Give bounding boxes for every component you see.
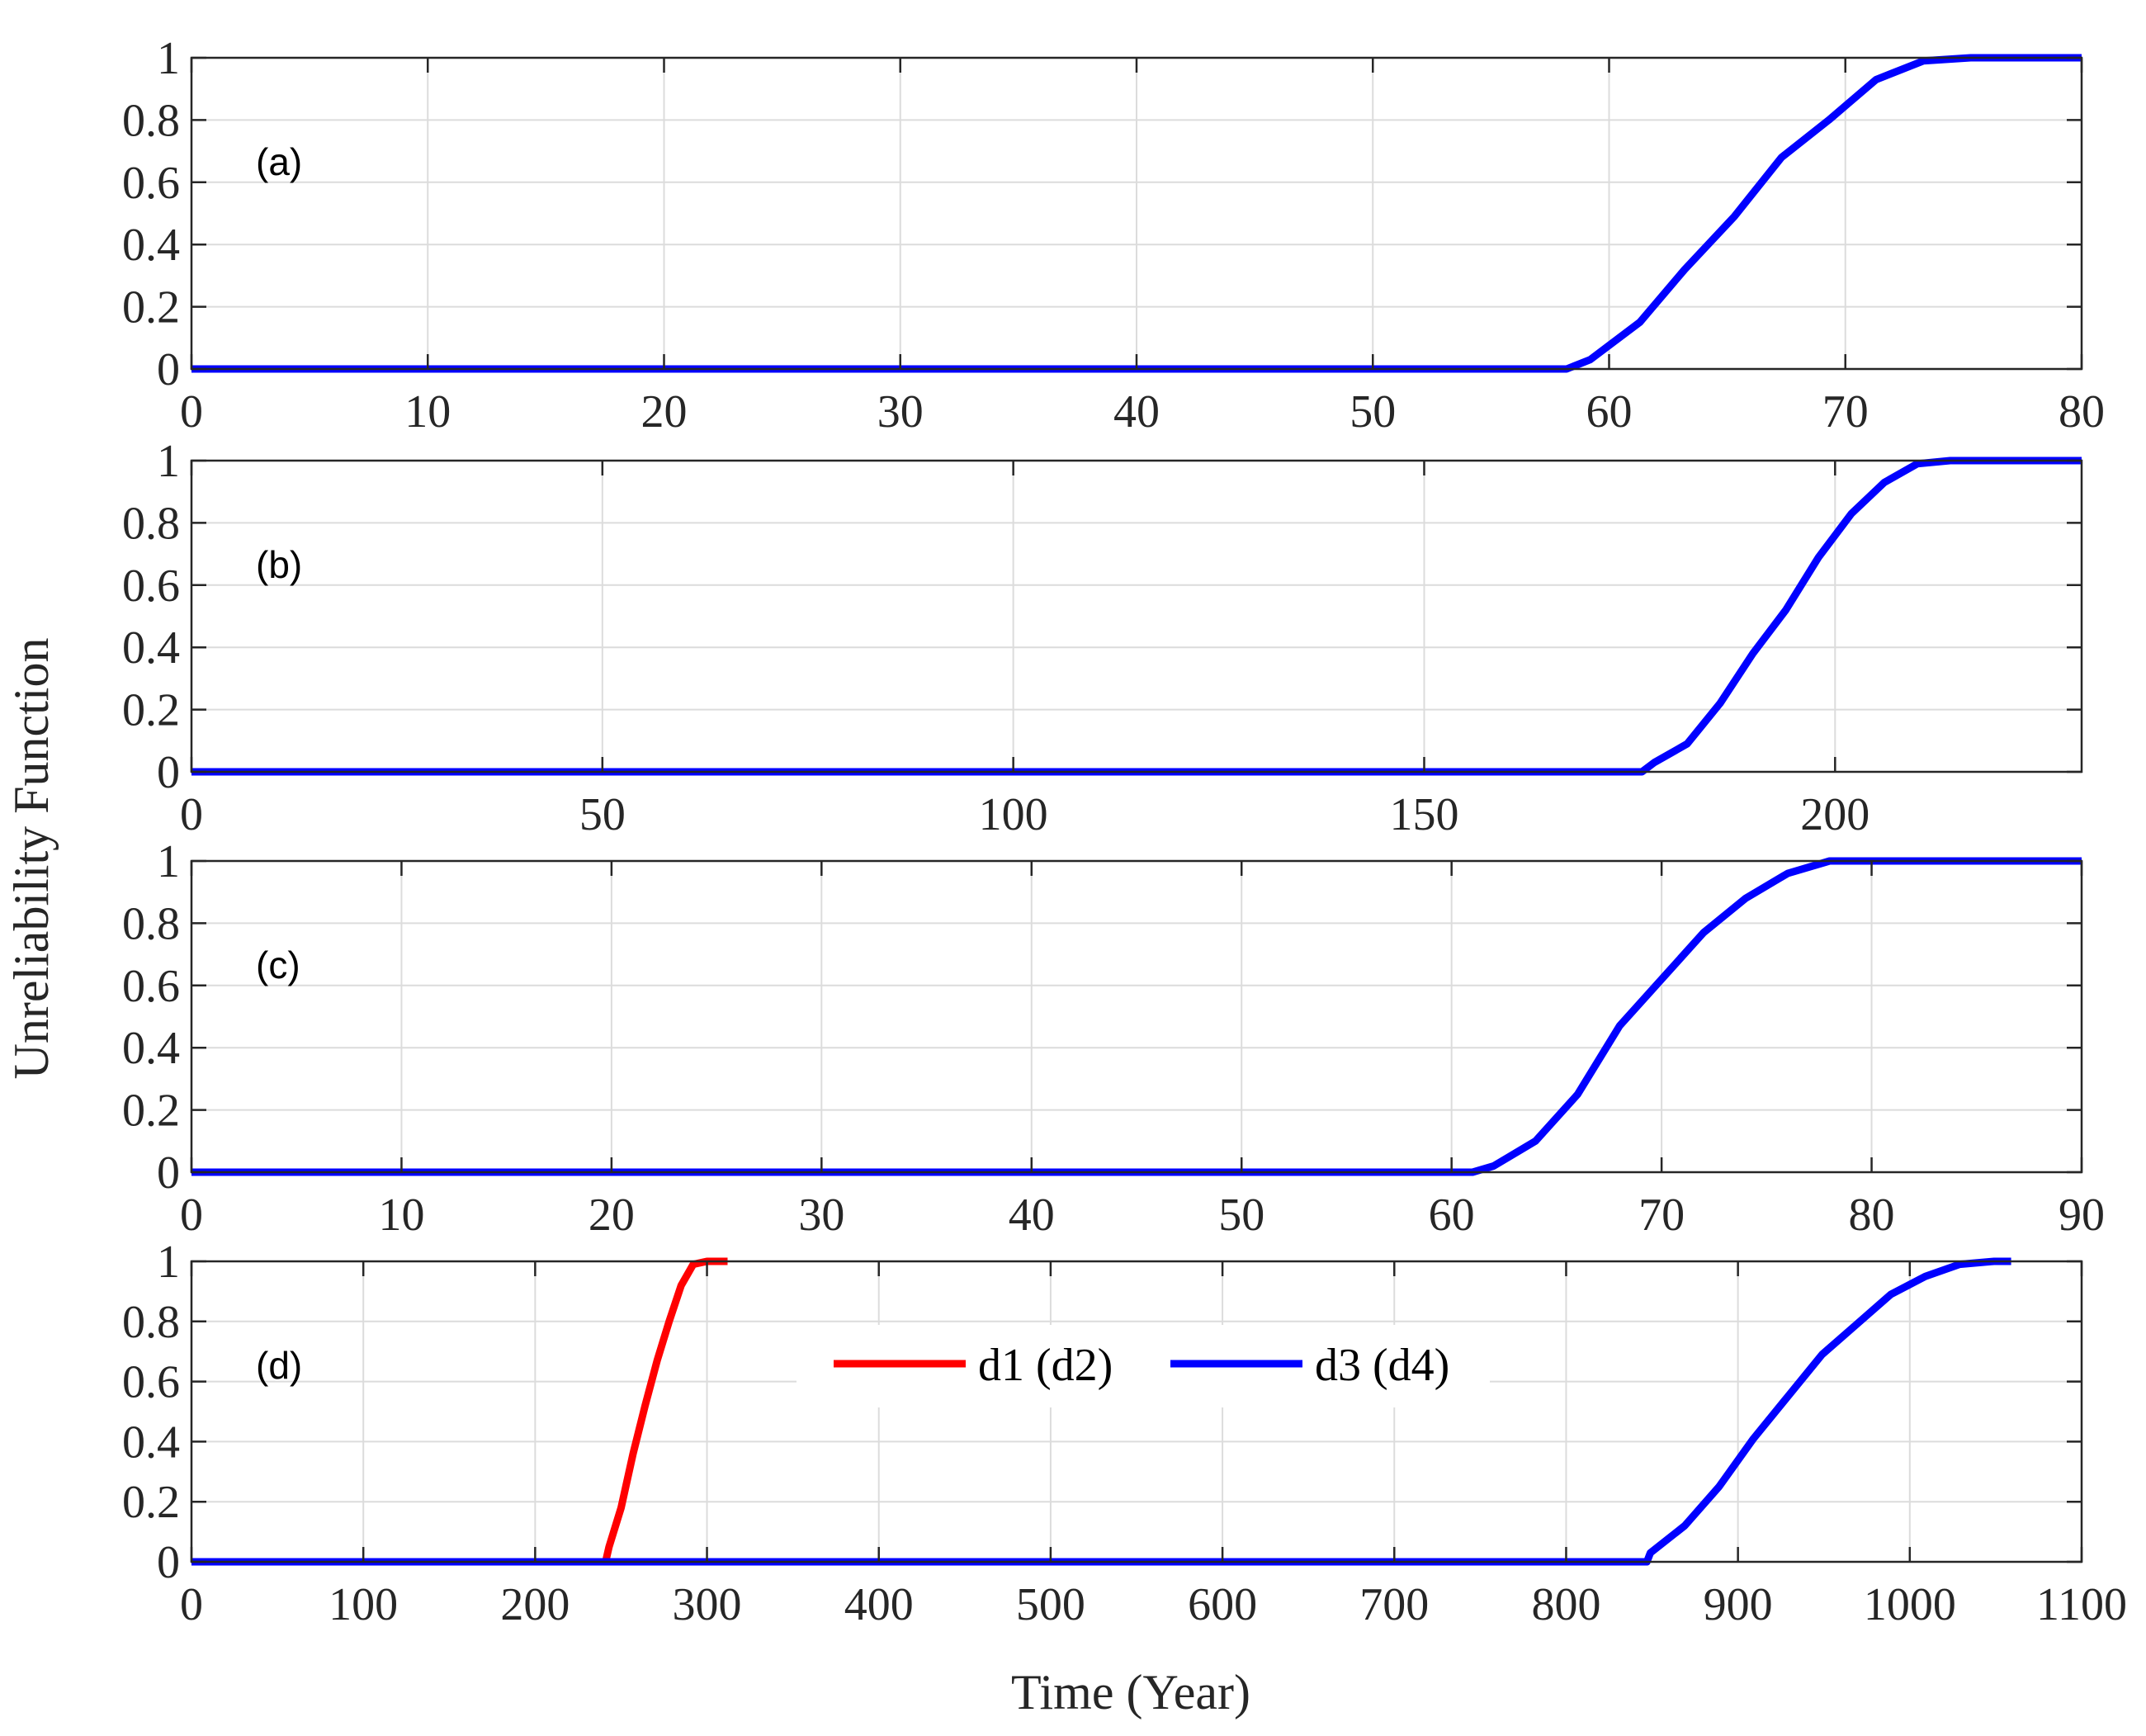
x-tick-label: 500 — [1016, 1579, 1085, 1630]
panel-label: (d) — [256, 1344, 302, 1387]
series-line-1 — [191, 1257, 728, 1566]
x-tick-label: 80 — [1849, 1190, 1895, 1241]
x-tick-label: 80 — [2059, 386, 2105, 438]
x-tick-label: 150 — [1389, 789, 1458, 840]
y-tick-label: 0.8 — [122, 898, 180, 949]
x-tick-label: 0 — [180, 1579, 203, 1630]
y-tick-label: 0.2 — [122, 685, 180, 736]
x-tick-label: 60 — [1586, 386, 1633, 438]
y-tick-label: 0.6 — [122, 1357, 180, 1408]
x-tick-label: 20 — [641, 386, 688, 438]
x-tick-label: 1000 — [1864, 1579, 1956, 1630]
x-tick-label: 100 — [329, 1579, 398, 1630]
y-tick-label: 1 — [157, 33, 180, 84]
x-tick-label: 1100 — [2036, 1579, 2127, 1630]
panel-label: (a) — [256, 140, 302, 183]
x-tick-label: 0 — [180, 789, 203, 840]
axes-box — [190, 1260, 2083, 1563]
y-tick-label: 0.8 — [122, 1297, 180, 1348]
x-axis-title: Time (Year) — [1011, 1665, 1250, 1719]
x-tick-label: 700 — [1359, 1579, 1429, 1630]
x-tick-label: 70 — [1638, 1190, 1685, 1241]
y-tick-label: 0 — [157, 344, 180, 395]
y-tick-label: 0.8 — [122, 498, 180, 549]
x-tick-label: 50 — [1218, 1190, 1264, 1241]
x-tick-label: 600 — [1188, 1579, 1257, 1630]
y-tick-label: 0.4 — [122, 1417, 180, 1468]
x-tick-label: 50 — [1350, 386, 1396, 438]
panel-2: 0 50 100 150 200 0 0.2 0.4 0.6 0.8 1 (b) — [122, 436, 2083, 840]
y-tick-label: 0.6 — [122, 158, 180, 209]
y-tick-label: 1 — [157, 1237, 180, 1288]
axes-box — [190, 459, 2083, 773]
x-tick-label: 30 — [798, 1190, 844, 1241]
y-tick-label: 0.2 — [122, 282, 180, 333]
x-tick-label: 70 — [1822, 386, 1869, 438]
y-tick-label: 0.6 — [122, 561, 180, 612]
x-tick-label: 10 — [378, 1190, 424, 1241]
panel-1: 0 10 20 30 40 50 60 70 80 0 0.2 0.4 0.6 0.8 1 (a) — [122, 33, 2105, 438]
series-line-1 — [191, 857, 2082, 1176]
y-tick-label: 0.4 — [122, 1023, 180, 1074]
x-tick-label: 100 — [979, 789, 1048, 840]
panel-label: (c) — [256, 944, 300, 986]
y-tick-label: 0.6 — [122, 961, 180, 1012]
series-line-1 — [191, 54, 2082, 373]
x-tick-label: 200 — [500, 1579, 570, 1630]
y-axis-title: Unreliability Function — [4, 638, 59, 1080]
y-tick-label: 0 — [157, 1147, 180, 1199]
x-tick-label: 40 — [1009, 1190, 1055, 1241]
panel-4: 0 100 200 300 400 500 600 700 800 900 1000 110000.2… — [122, 1237, 2127, 1630]
panel-3: 0 10 20 30 40 50 60 70 80 90 0 0.2 0.4 0.6 0.8 1 (c) — [122, 836, 2105, 1241]
x-tick-label: 900 — [1704, 1579, 1773, 1630]
series-line-2 — [191, 1257, 2011, 1566]
x-tick-label: 60 — [1429, 1190, 1475, 1241]
y-tick-label: 0.4 — [122, 220, 180, 271]
y-tick-label: 0.2 — [122, 1477, 180, 1528]
series-line-1 — [191, 456, 2082, 776]
x-tick-label: 400 — [844, 1579, 914, 1630]
x-tick-label: 200 — [1800, 789, 1869, 840]
panel-label: (b) — [256, 543, 302, 586]
y-tick-label: 0 — [157, 747, 180, 798]
x-tick-label: 40 — [1113, 386, 1160, 438]
x-tick-label: 20 — [588, 1190, 635, 1241]
legend-label: d3 (d4) — [1315, 1340, 1449, 1391]
x-tick-label: 90 — [2059, 1190, 2105, 1241]
x-tick-label: 800 — [1531, 1579, 1600, 1630]
y-tick-label: 0.2 — [122, 1086, 180, 1137]
y-tick-label: 0.8 — [122, 95, 180, 146]
x-tick-label: 300 — [673, 1579, 742, 1630]
y-tick-label: 0.4 — [122, 622, 180, 674]
y-tick-label: 1 — [157, 836, 180, 887]
y-tick-label: 0 — [157, 1537, 180, 1588]
x-tick-label: 0 — [180, 1190, 203, 1241]
legend: d1 (d2) d3 (d4) — [796, 1325, 1490, 1407]
legend-label: d1 (d2) — [978, 1340, 1113, 1391]
y-tick-label: 1 — [157, 436, 180, 487]
x-tick-label: 0 — [180, 386, 203, 438]
x-tick-label: 30 — [877, 386, 924, 438]
x-tick-label: 50 — [579, 789, 626, 840]
axes-box — [190, 859, 2083, 1174]
x-tick-label: 10 — [404, 386, 451, 438]
